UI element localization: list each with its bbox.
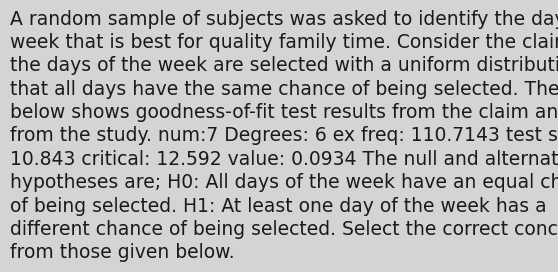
Text: week that is best for quality family time. Consider the claim that: week that is best for quality family tim…: [10, 33, 558, 52]
Text: hypotheses are; H0: All days of the week have an equal chance: hypotheses are; H0: All days of the week…: [10, 173, 558, 192]
Text: the days of the week are selected with a uniform distribution so: the days of the week are selected with a…: [10, 56, 558, 75]
Text: below shows goodness-of-fit test results from the claim and data: below shows goodness-of-fit test results…: [10, 103, 558, 122]
Text: from those given below.: from those given below.: [10, 243, 235, 262]
Text: A random sample of subjects was asked to identify the day of the: A random sample of subjects was asked to…: [10, 10, 558, 29]
Text: different chance of being selected. Select the correct conclusion: different chance of being selected. Sele…: [10, 220, 558, 239]
Text: 10.843 critical: 12.592 value: 0.0934 The null and alternative: 10.843 critical: 12.592 value: 0.0934 Th…: [10, 150, 558, 169]
Text: from the study. num:7 Degrees: 6 ex freq: 110.7143 test stat:: from the study. num:7 Degrees: 6 ex freq…: [10, 126, 558, 146]
Text: of being selected. H1: At least one day of the week has a: of being selected. H1: At least one day …: [10, 197, 547, 216]
Text: that all days have the same chance of being selected. The table: that all days have the same chance of be…: [10, 80, 558, 99]
